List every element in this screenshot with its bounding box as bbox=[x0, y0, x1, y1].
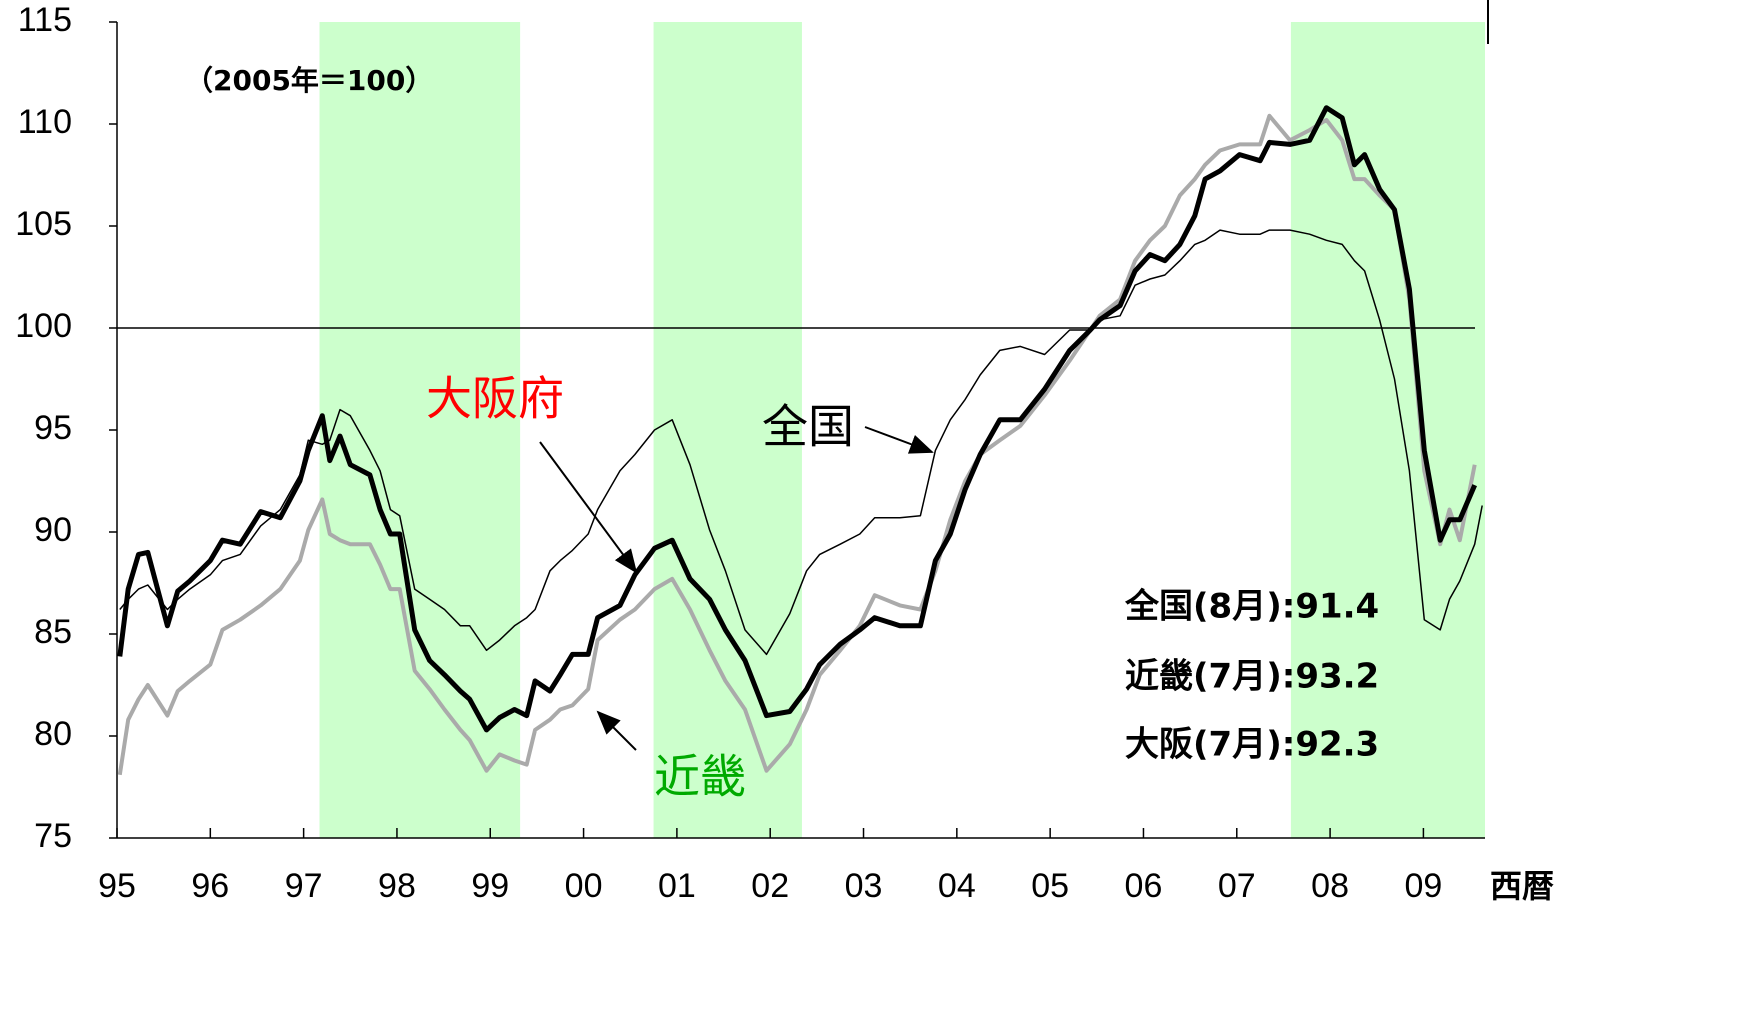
shaded-period bbox=[1290, 22, 1485, 838]
y-tick-label: 90 bbox=[34, 511, 72, 549]
x-tick-label: 02 bbox=[751, 867, 789, 905]
series-label: 大阪府 bbox=[426, 372, 564, 426]
shaded-period bbox=[319, 22, 521, 838]
series-label: 近畿 bbox=[654, 750, 746, 804]
x-tick-label: 00 bbox=[565, 867, 603, 905]
y-tick-label: 75 bbox=[34, 817, 72, 855]
x-tick-label: 06 bbox=[1125, 867, 1163, 905]
x-tick-label: 98 bbox=[378, 867, 416, 905]
y-tick-label: 95 bbox=[34, 409, 72, 447]
series-line bbox=[117, 105, 1477, 733]
y-tick-label: 105 bbox=[15, 205, 72, 243]
series-label: 全国 bbox=[762, 400, 854, 454]
x-tick-label: 96 bbox=[191, 867, 229, 905]
x-tick-label: 05 bbox=[1031, 867, 1069, 905]
x-tick-label: 07 bbox=[1218, 867, 1256, 905]
note: （2005年＝100） bbox=[185, 64, 433, 97]
y-tick-label: 110 bbox=[18, 103, 72, 141]
shaded-period bbox=[653, 22, 802, 838]
summary: 近畿(7月):93.2 bbox=[1125, 657, 1379, 697]
x-axis-label: 西暦 bbox=[1490, 867, 1554, 905]
summary: 全国(8月):91.4 bbox=[1124, 587, 1379, 627]
y-tick-label: 115 bbox=[18, 1, 72, 39]
arrow bbox=[596, 710, 637, 751]
x-tick-label: 99 bbox=[471, 867, 509, 905]
y-tick-label: 85 bbox=[34, 613, 72, 651]
x-tick-label: 97 bbox=[285, 867, 323, 905]
arrow bbox=[864, 426, 934, 454]
y-tick-label: 100 bbox=[15, 307, 72, 345]
x-tick-label: 04 bbox=[938, 867, 976, 905]
summary: 大阪(7月):92.3 bbox=[1125, 725, 1379, 765]
x-tick-label: 01 bbox=[658, 867, 696, 905]
y-tick-label: 80 bbox=[34, 715, 72, 753]
x-tick-label: 03 bbox=[845, 867, 883, 905]
arrow bbox=[539, 441, 638, 574]
series-line bbox=[117, 113, 1477, 776]
x-tick-label: 95 bbox=[98, 867, 136, 905]
x-tick-label: 09 bbox=[1404, 867, 1442, 905]
x-tick-label: 08 bbox=[1311, 867, 1349, 905]
